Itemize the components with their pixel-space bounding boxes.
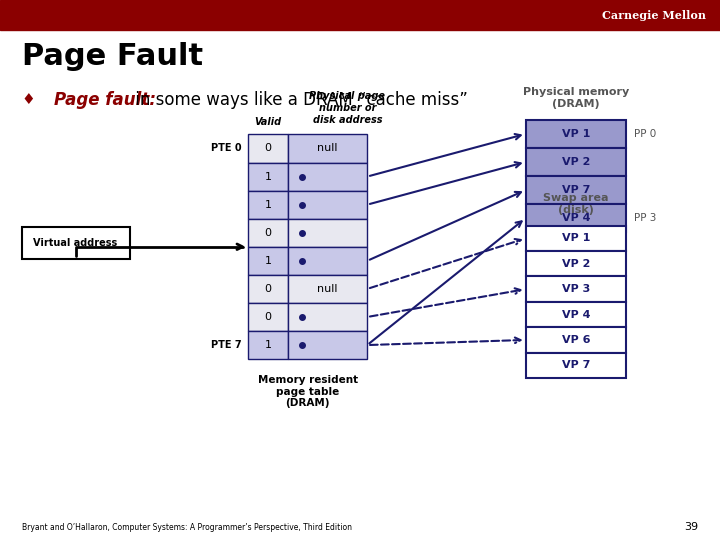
Text: in some ways like a DRAM “cache miss”: in some ways like a DRAM “cache miss” [130, 91, 467, 109]
Text: Physical page
number or
disk address: Physical page number or disk address [310, 91, 385, 125]
Text: VP 2: VP 2 [562, 259, 590, 269]
Bar [248, 247, 288, 275]
Bar [526, 120, 626, 148]
Text: VP 1: VP 1 [562, 129, 590, 139]
Bar [288, 275, 367, 303]
Text: VP 7: VP 7 [562, 185, 590, 195]
Bar [288, 247, 367, 275]
Text: Swap area
(disk): Swap area (disk) [544, 193, 608, 215]
Bar [248, 163, 288, 191]
Text: Page Fault: Page Fault [22, 42, 203, 71]
Text: Carnegie Mellon: Carnegie Mellon [602, 10, 706, 21]
Text: Valid: Valid [255, 117, 282, 127]
Bar [288, 163, 367, 191]
Text: VP 6: VP 6 [562, 335, 590, 345]
Bar [248, 331, 288, 359]
Bar [288, 303, 367, 331]
Bar [526, 204, 626, 232]
Text: VP 7: VP 7 [562, 360, 590, 370]
Text: 39: 39 [684, 522, 698, 532]
Bar [248, 134, 288, 163]
Bar [526, 226, 626, 251]
Text: 0: 0 [265, 144, 271, 153]
Text: PP 3: PP 3 [634, 213, 656, 223]
Bar [288, 191, 367, 219]
Bar [248, 275, 288, 303]
Text: ♦: ♦ [22, 92, 35, 107]
Text: PP 0: PP 0 [634, 129, 656, 139]
Bar [526, 148, 626, 176]
Bar [526, 353, 626, 378]
Text: Virtual address: Virtual address [33, 238, 118, 248]
Text: VP 4: VP 4 [562, 213, 590, 223]
Text: 0: 0 [265, 284, 271, 294]
Bar [526, 302, 626, 327]
Text: VP 2: VP 2 [562, 157, 590, 167]
Text: 1: 1 [265, 172, 271, 181]
Bar [248, 191, 288, 219]
Text: VP 1: VP 1 [562, 233, 590, 244]
Bar [288, 134, 367, 163]
Text: 1: 1 [265, 340, 271, 350]
Bar [288, 331, 367, 359]
Bar [248, 303, 288, 331]
Text: 1: 1 [265, 200, 271, 210]
Text: 0: 0 [265, 312, 271, 322]
Text: VP 4: VP 4 [562, 309, 590, 320]
Bar [526, 276, 626, 302]
Bar [248, 219, 288, 247]
Text: Physical memory
(DRAM): Physical memory (DRAM) [523, 87, 629, 109]
Bar [0, 0, 720, 30]
Text: 1: 1 [265, 256, 271, 266]
Text: PTE 7: PTE 7 [210, 340, 241, 350]
Text: 0: 0 [265, 228, 271, 238]
Text: VP 3: VP 3 [562, 284, 590, 294]
Text: Memory resident
page table
(DRAM): Memory resident page table (DRAM) [258, 375, 358, 408]
Text: Bryant and O’Hallaron, Computer Systems: A Programmer’s Perspective, Third Editi: Bryant and O’Hallaron, Computer Systems:… [22, 523, 351, 532]
FancyBboxPatch shape [22, 227, 130, 259]
Bar [526, 176, 626, 204]
Text: null: null [318, 144, 338, 153]
Bar [288, 219, 367, 247]
Text: PTE 0: PTE 0 [210, 144, 241, 153]
Text: null: null [318, 284, 338, 294]
Bar [526, 327, 626, 353]
Text: Page fault:: Page fault: [54, 91, 156, 109]
Bar [526, 251, 626, 276]
